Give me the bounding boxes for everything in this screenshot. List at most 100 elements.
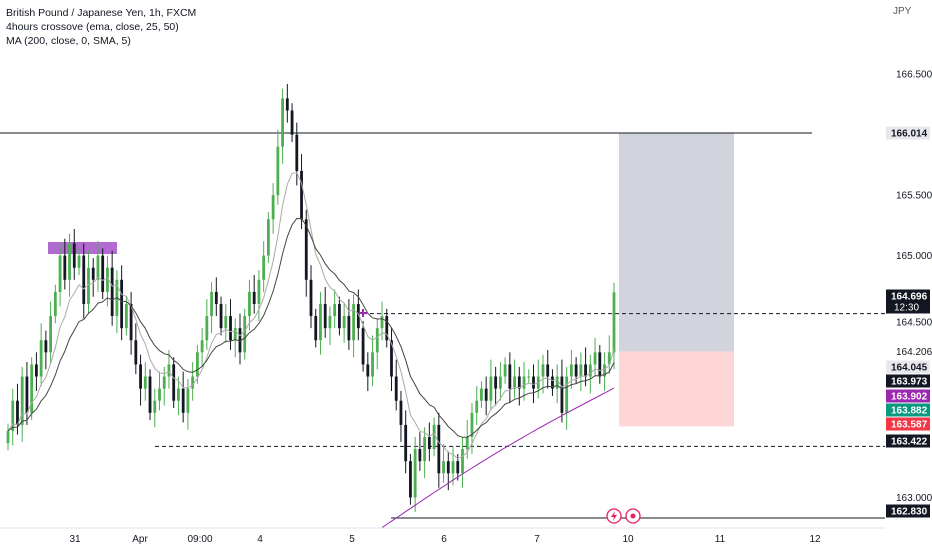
candle <box>366 352 370 392</box>
candle <box>513 359 516 399</box>
candle-body <box>489 376 493 401</box>
candle <box>101 248 105 300</box>
candle-body <box>257 279 261 304</box>
candle <box>281 88 284 164</box>
candle-body <box>446 461 450 474</box>
candle-body <box>72 243 76 268</box>
candle <box>536 359 540 399</box>
candle <box>399 391 403 442</box>
candle-body <box>565 376 569 413</box>
candle <box>44 330 48 370</box>
price-label-countdown: 12:30 <box>894 303 919 314</box>
candle <box>607 335 611 375</box>
candle <box>214 277 218 317</box>
candle <box>72 229 76 280</box>
candle-body <box>210 291 213 317</box>
chart-legend: British Pound / Japanese Yen, 1h, FXCM 4… <box>6 6 196 48</box>
candle-body <box>87 267 90 304</box>
candle-body <box>266 219 270 256</box>
candle <box>409 453 412 505</box>
symbol-title: British Pound / Japanese Yen, 1h, FXCM <box>6 7 197 19</box>
candle-body <box>366 364 370 377</box>
candle <box>229 299 232 350</box>
candle-body <box>238 328 242 353</box>
candle-body <box>153 400 157 413</box>
candle-body <box>603 364 606 377</box>
y-tick-label: 166.500 <box>896 70 932 81</box>
candle <box>338 296 341 336</box>
candle-body <box>39 340 43 377</box>
candle <box>82 243 86 319</box>
candle <box>375 318 379 370</box>
price-label-text: 162.830 <box>891 507 928 518</box>
indicator-ema-crossover[interactable]: 4hours crossove (ema, close, 25, 50) <box>6 21 179 33</box>
candle <box>219 296 223 336</box>
price-label-text: 163.973 <box>891 377 928 388</box>
candle-body <box>314 316 318 341</box>
candle <box>252 274 256 314</box>
candle-body <box>390 340 393 377</box>
candle-body <box>551 376 554 389</box>
candle-body <box>338 303 341 329</box>
price-label-text: 163.422 <box>891 437 928 448</box>
x-tick-label: Apr <box>132 534 148 545</box>
candle-body <box>484 388 488 401</box>
candle-body <box>423 436 427 462</box>
candle-body <box>129 303 133 341</box>
candle <box>139 354 142 406</box>
candle-body <box>276 146 280 196</box>
candle-body <box>82 255 86 304</box>
candle <box>413 436 417 512</box>
candle <box>162 366 166 406</box>
candle-body <box>356 303 360 329</box>
candle-body <box>110 267 114 317</box>
price-label: 163.587 <box>886 417 930 431</box>
candle <box>437 412 441 488</box>
candle-body <box>375 328 379 353</box>
candle-body <box>517 376 521 389</box>
event-dot <box>630 513 636 519</box>
candle-body <box>167 364 171 377</box>
candle <box>551 369 554 396</box>
candle-body <box>30 364 34 413</box>
candle <box>494 366 498 406</box>
candle-body <box>304 219 308 280</box>
candle <box>319 291 322 355</box>
candle <box>290 103 294 142</box>
indicator-ma200[interactable]: MA (200, close, 0, SMA, 5) <box>6 35 131 47</box>
candle-body <box>25 376 29 413</box>
candle <box>167 349 171 389</box>
candle <box>35 352 38 392</box>
candle <box>200 328 204 367</box>
candle <box>91 258 95 297</box>
candle <box>20 366 24 442</box>
candle <box>233 318 237 358</box>
candle <box>503 357 507 384</box>
price-label-bg <box>886 374 930 388</box>
candle-body <box>177 388 180 401</box>
currency-label: JPY <box>893 6 912 17</box>
x-tick-label: 31 <box>69 534 81 545</box>
candle-body <box>413 449 417 498</box>
candle-body <box>456 461 460 474</box>
candle <box>442 444 445 483</box>
candle <box>87 250 90 314</box>
candle-body <box>91 267 95 280</box>
candle-body <box>513 376 516 389</box>
candle-body <box>309 279 313 317</box>
candle <box>527 369 531 384</box>
candle <box>508 352 512 404</box>
candle <box>30 357 34 421</box>
candle-body <box>451 461 455 474</box>
y-tick-label: 164.500 <box>896 318 932 329</box>
candle-body <box>508 364 512 389</box>
candle <box>243 308 247 360</box>
candle <box>300 154 303 230</box>
candle-body <box>347 316 351 341</box>
candle <box>115 270 119 333</box>
candle <box>285 83 289 123</box>
y-tick-label: 164.206 <box>896 347 932 358</box>
candle <box>432 417 436 457</box>
